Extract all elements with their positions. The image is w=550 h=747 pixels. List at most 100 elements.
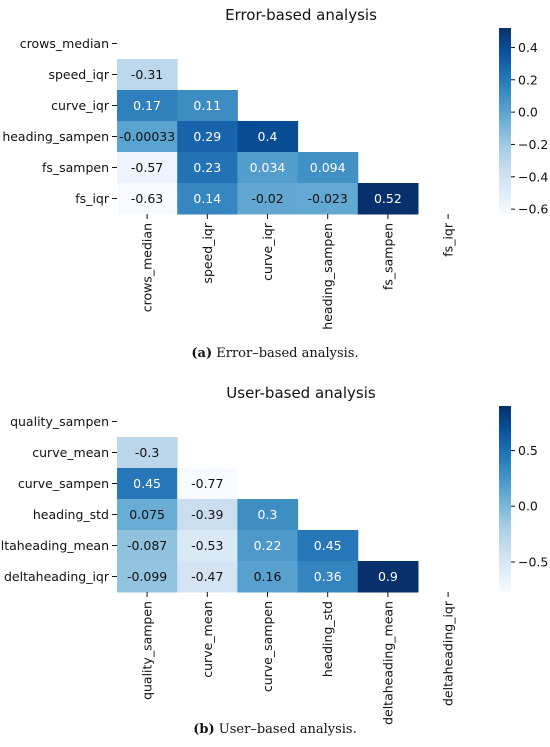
error-based-heatmap: Error-based analysis -0.31 0.17 0.11 -0.0003…: [2, 6, 548, 330]
heatmap-cell: [297, 183, 359, 215]
heatmap-cell: [297, 152, 359, 184]
heatmap-cell: [237, 121, 299, 153]
cell-value-label: 0.23: [193, 160, 221, 175]
colorbar-tick-label: −0.5: [518, 554, 548, 569]
heatmap-cell: [177, 499, 238, 531]
cell-value-label: -0.57: [131, 160, 163, 175]
cell-value-label: 0.11: [193, 98, 221, 113]
cell-value-label: -0.087: [127, 538, 167, 553]
cell-value-label: 0.3: [258, 507, 278, 522]
caption-b-label: (b): [193, 722, 215, 737]
heatmap-cell: [117, 152, 178, 184]
colorbar-tick-label: −0.6: [518, 202, 548, 217]
heatmap-cell: [117, 499, 178, 531]
heatmap-cell: [237, 499, 299, 531]
heatmap-cell: [237, 152, 299, 184]
chart-title: Error-based analysis: [225, 6, 377, 24]
cell-value-label: 0.45: [314, 538, 342, 553]
heatmap-cell: [177, 121, 238, 153]
cell-value-label: 0.29: [193, 129, 221, 144]
cell-value-label: -0.53: [191, 538, 223, 553]
cell-value-label: -0.00033: [119, 129, 175, 144]
cell-value-label: -0.3: [135, 445, 159, 460]
cell-value-label: -0.63: [131, 191, 163, 206]
heatmap-cell: [117, 121, 178, 153]
cell-value-label: 0.22: [254, 538, 282, 553]
heatmap-cell: [117, 530, 178, 562]
row-label: speed_iqr: [48, 67, 109, 82]
heatmap-cell: [117, 561, 178, 593]
column-label: fs_iqr: [441, 222, 456, 257]
row-label: heading_sampen: [2, 129, 109, 144]
caption-b-text: User–based analysis.: [214, 722, 357, 737]
user-based-heatmap: User-based analysis -0.3 0.45 -0.77 0.075 -0.…: [0, 384, 548, 725]
cell-value-label: 0.9: [378, 569, 398, 584]
row-label: heading_std: [33, 507, 109, 522]
heatmap-cell: [117, 59, 178, 91]
column-label: fs_sampen: [380, 223, 395, 290]
column-label: curve_mean: [200, 601, 215, 678]
heatmap-cell: [177, 561, 238, 593]
heatmap-cell: [177, 90, 238, 122]
column-label: speed_iqr: [200, 222, 215, 283]
colorbar: [499, 28, 511, 214]
cell-value-label: 0.36: [314, 569, 342, 584]
column-label: curve_iqr: [260, 222, 275, 281]
cell-value-label: -0.023: [308, 191, 348, 206]
cell-value-label: 0.45: [133, 476, 161, 491]
row-label: fs_sampen: [42, 160, 109, 175]
cell-value-label: 0.14: [193, 191, 221, 206]
cell-value-label: -0.47: [191, 569, 223, 584]
colorbar-tick-label: 0.0: [518, 499, 538, 514]
colorbar-tick-label: 0.0: [518, 105, 538, 120]
cell-value-label: 0.52: [374, 191, 402, 206]
heatmap-cell: [177, 183, 238, 215]
column-label: heading_std: [320, 601, 335, 677]
row-label: curve_sampen: [18, 476, 109, 491]
heatmap-cell: [117, 90, 178, 122]
heatmap-cell: [117, 183, 178, 215]
cell-value-label: 0.17: [133, 98, 161, 113]
column-label: heading_sampen: [320, 223, 335, 330]
row-label: curve_iqr: [51, 98, 110, 113]
cell-value-label: -0.77: [191, 476, 223, 491]
row-label: deltaheading_iqr: [4, 569, 110, 584]
row-label: quality_sampen: [10, 414, 109, 429]
caption-b: (b) User–based analysis.: [0, 722, 550, 737]
column-label: deltaheading_iqr: [441, 600, 456, 706]
heatmap-cell: [177, 468, 238, 500]
heatmap-cell: [297, 530, 359, 562]
row-label: fs_iqr: [75, 191, 110, 206]
heatmap-cell: [237, 561, 299, 593]
cell-value-label: -0.099: [127, 569, 167, 584]
caption-a-text: Error–based analysis.: [212, 346, 359, 361]
column-label: quality_sampen: [140, 601, 155, 700]
chart-title: User-based analysis: [226, 384, 376, 402]
heatmap-cell: [237, 183, 299, 215]
column-label: curve_sampen: [260, 601, 275, 692]
cell-value-label: 0.034: [250, 160, 286, 175]
colorbar: [499, 406, 511, 592]
heatmap-cell: [177, 152, 238, 184]
heatmap-cell: [297, 561, 359, 593]
row-label: crows_median: [20, 36, 109, 51]
cell-value-label: 0.4: [258, 129, 278, 144]
caption-a: (a) Error–based analysis.: [0, 346, 550, 361]
colorbar-tick-label: 0.4: [518, 40, 538, 55]
cell-value-label: -0.39: [191, 507, 223, 522]
cell-value-label: 0.094: [310, 160, 346, 175]
row-label: curve_mean: [32, 445, 109, 460]
heatmap-cell: [117, 437, 178, 469]
column-label: crows_median: [140, 223, 155, 312]
cell-value-label: -0.02: [251, 191, 283, 206]
colorbar-tick-label: −0.2: [518, 137, 548, 152]
colorbar-tick-label: 0.5: [518, 443, 538, 458]
heatmap-cell: [237, 530, 299, 562]
heatmap-cell: [357, 183, 419, 215]
colorbar-tick-label: 0.2: [518, 72, 538, 87]
cell-value-label: 0.075: [129, 507, 165, 522]
cell-value-label: -0.31: [131, 67, 163, 82]
colorbar-tick-label: −0.4: [518, 169, 548, 184]
caption-a-label: (a): [191, 346, 213, 361]
cell-value-label: 0.16: [254, 569, 282, 584]
